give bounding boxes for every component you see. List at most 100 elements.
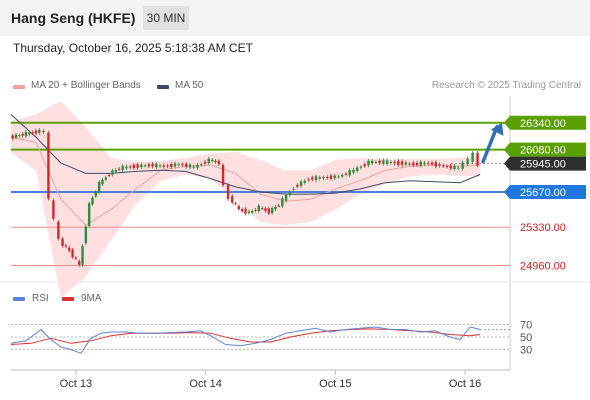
candle-body: [438, 164, 441, 166]
candle-body: [471, 152, 474, 162]
candle-body: [101, 179, 104, 185]
candle-body: [231, 195, 234, 203]
candle-body: [11, 135, 14, 139]
projection-arrow: [481, 122, 504, 164]
candle-body: [47, 132, 50, 199]
candle-body: [42, 131, 45, 133]
candle-body: [185, 163, 188, 167]
candle-body: [400, 161, 404, 166]
interval-button[interactable]: 30 MIN: [143, 6, 189, 30]
rsi-swatch: [13, 297, 25, 301]
candle-body: [442, 165, 445, 167]
candle-body: [281, 198, 284, 207]
candle-body: [84, 226, 88, 244]
candle-body: [34, 130, 38, 134]
candle-body: [91, 197, 94, 205]
candle-body: [419, 161, 423, 166]
candle-body: [314, 176, 318, 181]
candle-body: [147, 164, 151, 167]
candle-body: [181, 164, 184, 166]
candle-body: [260, 208, 264, 210]
candle-body: [64, 245, 68, 247]
candle-body: [132, 164, 136, 169]
candle-body: [363, 164, 366, 166]
candle-body: [57, 221, 60, 239]
candle-body: [196, 164, 199, 168]
candle-body: [117, 168, 121, 170]
candle-body: [24, 131, 28, 137]
candle-body: [143, 165, 147, 167]
candle-body: [173, 163, 177, 167]
candle-body: [412, 162, 415, 166]
candle-body: [457, 167, 460, 169]
candle-body: [241, 208, 244, 212]
candle-body: [104, 177, 108, 180]
ma9-swatch: [62, 297, 74, 301]
candle-body: [267, 208, 271, 214]
candle-body: [333, 175, 336, 179]
candle-body: [14, 134, 18, 138]
candle-body: [337, 176, 340, 178]
candle-body: [52, 200, 55, 219]
candle-body: [277, 205, 280, 207]
candle-body: [162, 165, 166, 167]
rsi-tick-label: 70: [520, 320, 532, 332]
candle-body: [250, 210, 254, 213]
provider-credit: Research © 2025 Trading Central: [431, 80, 581, 91]
candle-body: [329, 175, 333, 179]
candle-body: [284, 195, 288, 201]
candle-body: [140, 164, 143, 168]
candle-body: [449, 165, 452, 169]
level-label-bg: [504, 185, 586, 200]
candle-body: [207, 158, 210, 164]
candle-body: [221, 164, 225, 186]
candle-body: [226, 185, 230, 200]
candle-body: [74, 257, 78, 259]
candle-body: [192, 166, 195, 168]
candle-body: [344, 173, 348, 175]
candle-body: [128, 166, 132, 168]
candle-body: [299, 181, 303, 187]
level-label-text: 24960.00: [520, 260, 566, 272]
candle-body: [188, 164, 192, 168]
candle-body: [389, 161, 393, 163]
candle-body: [434, 161, 437, 167]
ma50-swatch: [157, 85, 169, 89]
candle-body: [466, 158, 469, 165]
candle-body: [348, 170, 351, 176]
candle-body: [94, 191, 98, 197]
level-label-current: 25945.00: [504, 156, 586, 171]
projection-arrow-shaft: [481, 125, 499, 164]
ma20-swatch: [13, 85, 25, 89]
rsi-line: [10, 326, 481, 354]
candle-body: [427, 162, 430, 164]
candle-body: [359, 166, 363, 168]
candle-body: [136, 164, 139, 168]
candle-body: [296, 185, 299, 187]
candle-body: [378, 160, 381, 164]
candle-body: [214, 161, 217, 163]
ma50-line: [10, 114, 481, 195]
candle-body: [322, 177, 325, 179]
time-tick-label: Oct 15: [319, 378, 351, 390]
candle-body: [97, 181, 101, 193]
candle-body: [292, 188, 295, 190]
candle-body: [352, 169, 355, 173]
ma50-legend-label: MA 50: [175, 80, 204, 91]
candle-body: [247, 211, 251, 213]
level-label-text: 25670.00: [520, 187, 566, 199]
time-tick-label: Oct 16: [449, 378, 481, 390]
level-label-text: 25945.00: [520, 159, 566, 171]
rsi-legend-label: RSI: [32, 293, 49, 304]
candle-body: [303, 180, 306, 183]
candle-body: [355, 167, 359, 171]
time-tick-label: Oct 13: [60, 378, 92, 390]
candle-body: [288, 191, 292, 196]
candle-body: [71, 249, 74, 258]
candle-body: [200, 164, 203, 166]
candle-body: [237, 206, 241, 209]
candle-body: [107, 175, 111, 177]
level-label-resistance: 26080.00: [504, 142, 586, 157]
